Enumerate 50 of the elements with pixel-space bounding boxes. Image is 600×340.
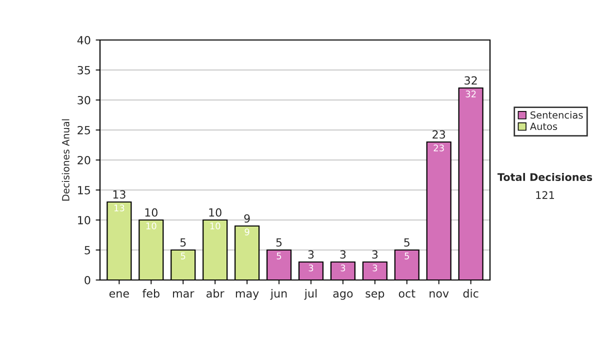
total-label: 3: [340, 250, 346, 259]
x-tick-label: jun: [270, 289, 287, 300]
y-tick-label: 30: [78, 96, 90, 104]
data-label: 23: [434, 144, 444, 152]
total-label: 3: [308, 250, 314, 259]
x-tick-label: mar: [173, 291, 194, 298]
data-label: 3: [340, 264, 346, 272]
y-axis-title: Decisiones Anual: [62, 119, 70, 201]
total-label: 13: [113, 190, 126, 199]
x-tick-label: may: [236, 291, 259, 300]
legend-label: Autos: [530, 122, 558, 130]
y-tick-label: 25: [78, 126, 90, 134]
total-label: 9: [244, 214, 250, 223]
text: 121: [536, 191, 554, 199]
x-tick-label: feb: [142, 289, 160, 298]
x-tick-label: dic: [463, 289, 478, 298]
text: Total Decisiones: [497, 172, 592, 182]
total-label: 32: [464, 76, 477, 85]
y-tick-label: 0: [84, 276, 90, 284]
y-tick-label: 40: [77, 36, 90, 44]
total-label: 5: [276, 238, 282, 247]
total-label: 5: [404, 238, 410, 247]
data-label: 13: [114, 204, 124, 212]
x-tick-label: oct: [398, 290, 416, 298]
total-label: 3: [372, 250, 378, 259]
x-tick-label: jul: [304, 289, 317, 300]
x-tick-label: nov: [430, 291, 449, 298]
x-tick-label: abr: [206, 289, 224, 298]
data-label: 10: [210, 222, 220, 230]
data-label: 10: [146, 222, 156, 230]
total-label: 5: [180, 238, 186, 247]
total-label: 10: [209, 208, 222, 217]
data-label: 3: [308, 264, 314, 272]
data-label: 5: [276, 252, 282, 260]
y-tick-label: 5: [84, 246, 90, 254]
data-label: 5: [404, 252, 409, 260]
x-tick-label: ago: [333, 291, 353, 300]
data-label: 32: [466, 90, 476, 98]
data-label: 9: [244, 228, 250, 236]
y-tick-label: 15: [78, 186, 90, 194]
data-label: 3: [372, 264, 378, 272]
y-tick-label: 10: [78, 216, 90, 224]
x-tick-label: sep: [366, 291, 384, 300]
data-label: 5: [180, 252, 186, 260]
x-tick-label: ene: [109, 291, 129, 298]
y-tick-label: 35: [78, 66, 90, 74]
y-tick-label: 20: [78, 156, 90, 164]
total-label: 23: [432, 130, 446, 139]
total-label: 10: [145, 208, 158, 217]
legend-label: Sentencias: [530, 111, 583, 119]
